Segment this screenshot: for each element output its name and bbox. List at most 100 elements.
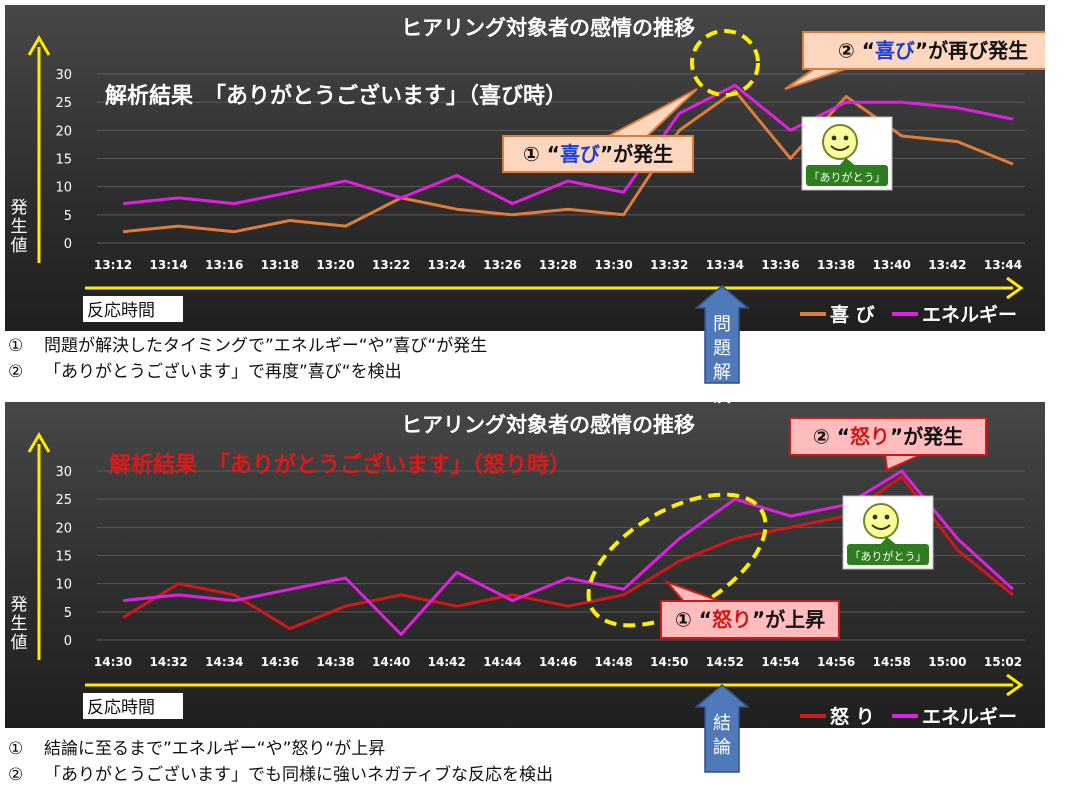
x-tick-label: 13:34 bbox=[706, 258, 744, 272]
arigatou-stamp: 「ありがとう」 bbox=[842, 495, 934, 570]
x-tick-label: 14:46 bbox=[539, 655, 577, 669]
marker-label-char: 論 bbox=[713, 737, 731, 758]
x-tick-label: 13:36 bbox=[761, 258, 799, 272]
callout-prefix: ① “ bbox=[675, 608, 712, 632]
x-tick-label: 14:30 bbox=[94, 655, 132, 669]
callout-2: ② “喜び”が再び発生 bbox=[784, 31, 1045, 90]
callout-box bbox=[802, 31, 1045, 70]
x-tick-label: 15:00 bbox=[928, 655, 966, 669]
x-tick-label: 14:48 bbox=[595, 655, 633, 669]
smiley-mouth-icon bbox=[871, 524, 891, 530]
y-axis-label-char: 値 bbox=[11, 236, 28, 256]
y-tick-label: 10 bbox=[55, 181, 72, 196]
x-tick-label: 13:18 bbox=[261, 258, 299, 272]
y-tick-label: 10 bbox=[55, 578, 72, 593]
callout-suffix: ”が上昇 bbox=[752, 608, 825, 632]
stamp-label-bg bbox=[847, 544, 929, 565]
chart-subtitle: 解析結果 「ありがとうございます」（喜び時） bbox=[105, 83, 567, 109]
callout-text: ① “怒り”が上昇 bbox=[675, 608, 825, 632]
y-axis-label-char: 発 bbox=[11, 198, 28, 218]
x-tick-label: 14:44 bbox=[483, 655, 521, 669]
note-top-1: ① 問題が解決したタイミングで”エネルギー“や”喜び“が発生 bbox=[8, 331, 487, 356]
note-num: ② bbox=[8, 765, 24, 785]
highlight-ellipse bbox=[690, 29, 760, 97]
callout-suffix: ”が発生 bbox=[600, 142, 673, 166]
x-tick-label: 13:30 bbox=[595, 258, 633, 272]
y-axis-arrowhead bbox=[27, 432, 51, 453]
y-tick-label: 15 bbox=[55, 550, 72, 565]
x-tick-label: 14:56 bbox=[817, 655, 855, 669]
marker-label-char: 題 bbox=[713, 338, 731, 359]
x-tick-label: 13:44 bbox=[984, 258, 1022, 272]
series-line-2 bbox=[122, 83, 1014, 206]
x-axis-label: 反応時間 bbox=[87, 301, 155, 321]
x-tick-label: 13:32 bbox=[650, 258, 688, 272]
x-tick-label: 13:24 bbox=[428, 258, 466, 272]
legend-label: エネルギー bbox=[922, 706, 1017, 728]
chart-panel-joy: 0 5 10 15 20 25 30 13:12 13:14 13:16 13:18 13:20 13:… bbox=[5, 5, 1045, 331]
note-text: 結論に至るまで”エネルギー“や”怒り“が上昇 bbox=[44, 739, 386, 759]
y-tick-label: 30 bbox=[55, 465, 72, 480]
y-axis-label-char: 生 bbox=[11, 217, 28, 237]
note-text: 問題が解決したタイミングで”エネルギー“や”喜び“が発生 bbox=[44, 336, 488, 356]
x-tick-label: 13:26 bbox=[483, 258, 521, 272]
y-tick-label: 0 bbox=[64, 237, 72, 252]
smiley-eye-icon bbox=[884, 514, 890, 520]
chart-title: ヒアリング対象者の感情の推移 bbox=[401, 16, 695, 40]
y-axis-label-char: 値 bbox=[11, 633, 28, 653]
smiley-eye-icon bbox=[843, 135, 849, 141]
legend-label: 喜 び bbox=[830, 304, 875, 326]
x-axis-arrowhead bbox=[1006, 673, 1024, 697]
note-num: ② bbox=[8, 362, 24, 382]
stamp-label-bg bbox=[806, 165, 888, 186]
note-bottom-2: ② 「ありがとうございます」でも同様に強いネガティブな反応を検出 bbox=[8, 760, 553, 785]
smiley-face-icon bbox=[822, 124, 858, 160]
x-tick-label: 13:12 bbox=[94, 258, 132, 272]
legend-label: 怒 り bbox=[830, 705, 875, 728]
y-axis-label-char: 生 bbox=[11, 614, 28, 634]
callout-prefix: ② “ bbox=[813, 425, 850, 449]
x-tick-label: 14:58 bbox=[873, 655, 911, 669]
smiley-mouth-icon bbox=[830, 145, 850, 151]
x-tick-label: 13:20 bbox=[316, 258, 354, 272]
x-tick-label: 13:28 bbox=[539, 258, 577, 272]
callout-1: ① “怒り”が上昇 bbox=[660, 579, 840, 639]
callout-suffix: ”が再び発生 bbox=[915, 39, 1028, 63]
speech-tail-icon bbox=[838, 158, 857, 167]
y-tick-label: 5 bbox=[64, 606, 72, 621]
x-tick-label: 13:16 bbox=[205, 258, 243, 272]
callout-prefix: ② “ bbox=[838, 39, 875, 63]
callout-key: 怒り bbox=[712, 608, 752, 632]
chart-subtitle: 解析結果 「ありがとうございます」（怒り時） bbox=[109, 452, 571, 478]
callout-tail bbox=[784, 66, 852, 90]
smiley-face-icon bbox=[863, 503, 899, 539]
x-tick-label: 14:38 bbox=[316, 655, 354, 669]
callout-box bbox=[502, 135, 694, 173]
callout-text: ② “喜び”が再び発生 bbox=[838, 39, 1028, 63]
note-text: 「ありがとうございます」でも同様に強いネガティブな反応を検出 bbox=[44, 765, 553, 785]
x-tick-label: 14:52 bbox=[706, 655, 744, 669]
y-axis-arrowhead bbox=[27, 35, 51, 56]
x-tick-label: 13:22 bbox=[372, 258, 410, 272]
callout-1: ① “喜び”が発生 bbox=[502, 88, 698, 173]
callout-box bbox=[789, 417, 987, 456]
y-tick-label: 30 bbox=[55, 68, 72, 83]
callout-2: ② “怒り”が発生 bbox=[789, 417, 987, 472]
x-axis-label-bg bbox=[83, 693, 183, 719]
series-line-1 bbox=[122, 89, 1014, 234]
smiley-eye-icon bbox=[831, 135, 837, 141]
stamp-label: 「ありがとう」 bbox=[809, 170, 886, 184]
smiley-eye-icon bbox=[872, 514, 878, 520]
callout-prefix: ① “ bbox=[523, 142, 560, 166]
chart-title: ヒアリング対象者の感情の推移 bbox=[401, 413, 695, 437]
note-bottom-1: ① 結論に至るまで”エネルギー“や”怒り“が上昇 bbox=[8, 734, 385, 759]
note-top-2: ② 「ありがとうございます」で再度”喜び“を検出 bbox=[8, 357, 402, 382]
note-text: 「ありがとうございます」で再度”喜び“を検出 bbox=[44, 362, 402, 382]
x-tick-label: 13:42 bbox=[928, 258, 966, 272]
callout-text: ① “喜び”が発生 bbox=[523, 142, 673, 166]
y-tick-label: 20 bbox=[55, 124, 72, 139]
marker-label-char: 解 bbox=[713, 362, 731, 383]
x-tick-label: 14:50 bbox=[650, 655, 688, 669]
x-tick-label: 14:54 bbox=[761, 655, 799, 669]
note-num: ① bbox=[8, 739, 24, 759]
